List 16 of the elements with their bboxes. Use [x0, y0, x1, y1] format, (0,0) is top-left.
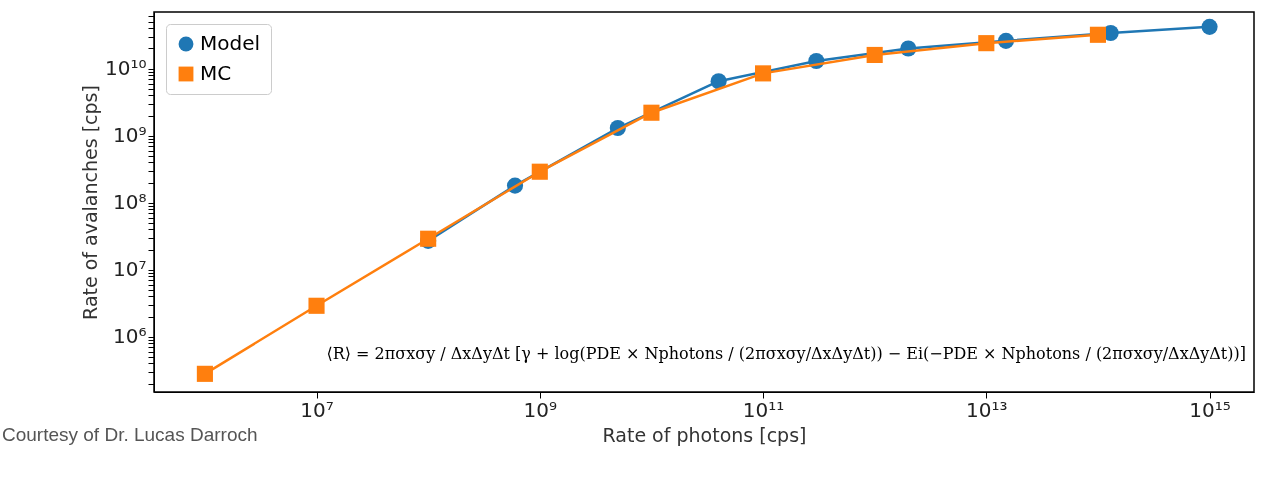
legend-label: Model — [200, 31, 261, 55]
x-tick-label: 10¹⁵ — [1189, 397, 1231, 422]
y-tick-label: 10⁹ — [113, 123, 147, 148]
annotation: ⟨R⟩ = 2πσxσy / ΔxΔyΔt [γ + log(PDE × Nphotons / (2πσxσy/ΔxΔyΔt)) − Ei(−PDE × Nphotons / (2πσxσy/ΔxΔyΔt))] — [326, 344, 1246, 363]
x-tick-label: 10¹³ — [966, 397, 1008, 422]
x-tick-label: 10⁷ — [300, 397, 334, 422]
y-tick-label: 10⁷ — [113, 257, 147, 282]
x-tick-label: 10¹¹ — [742, 397, 785, 422]
y-tick-label: 10¹⁰ — [105, 56, 147, 81]
x-axis-title: Rate of photons [cps] — [602, 423, 807, 446]
y-tick-label: 10⁸ — [113, 190, 147, 215]
legend-label: MC — [200, 61, 232, 85]
y-tick-label: 10⁶ — [113, 324, 147, 349]
text: Courtesy of Dr. Lucas Darroch — [2, 424, 258, 445]
x-tick-label: 10⁹ — [523, 397, 558, 422]
y-axis-title: Rate of avalanches [cps] — [79, 85, 102, 320]
